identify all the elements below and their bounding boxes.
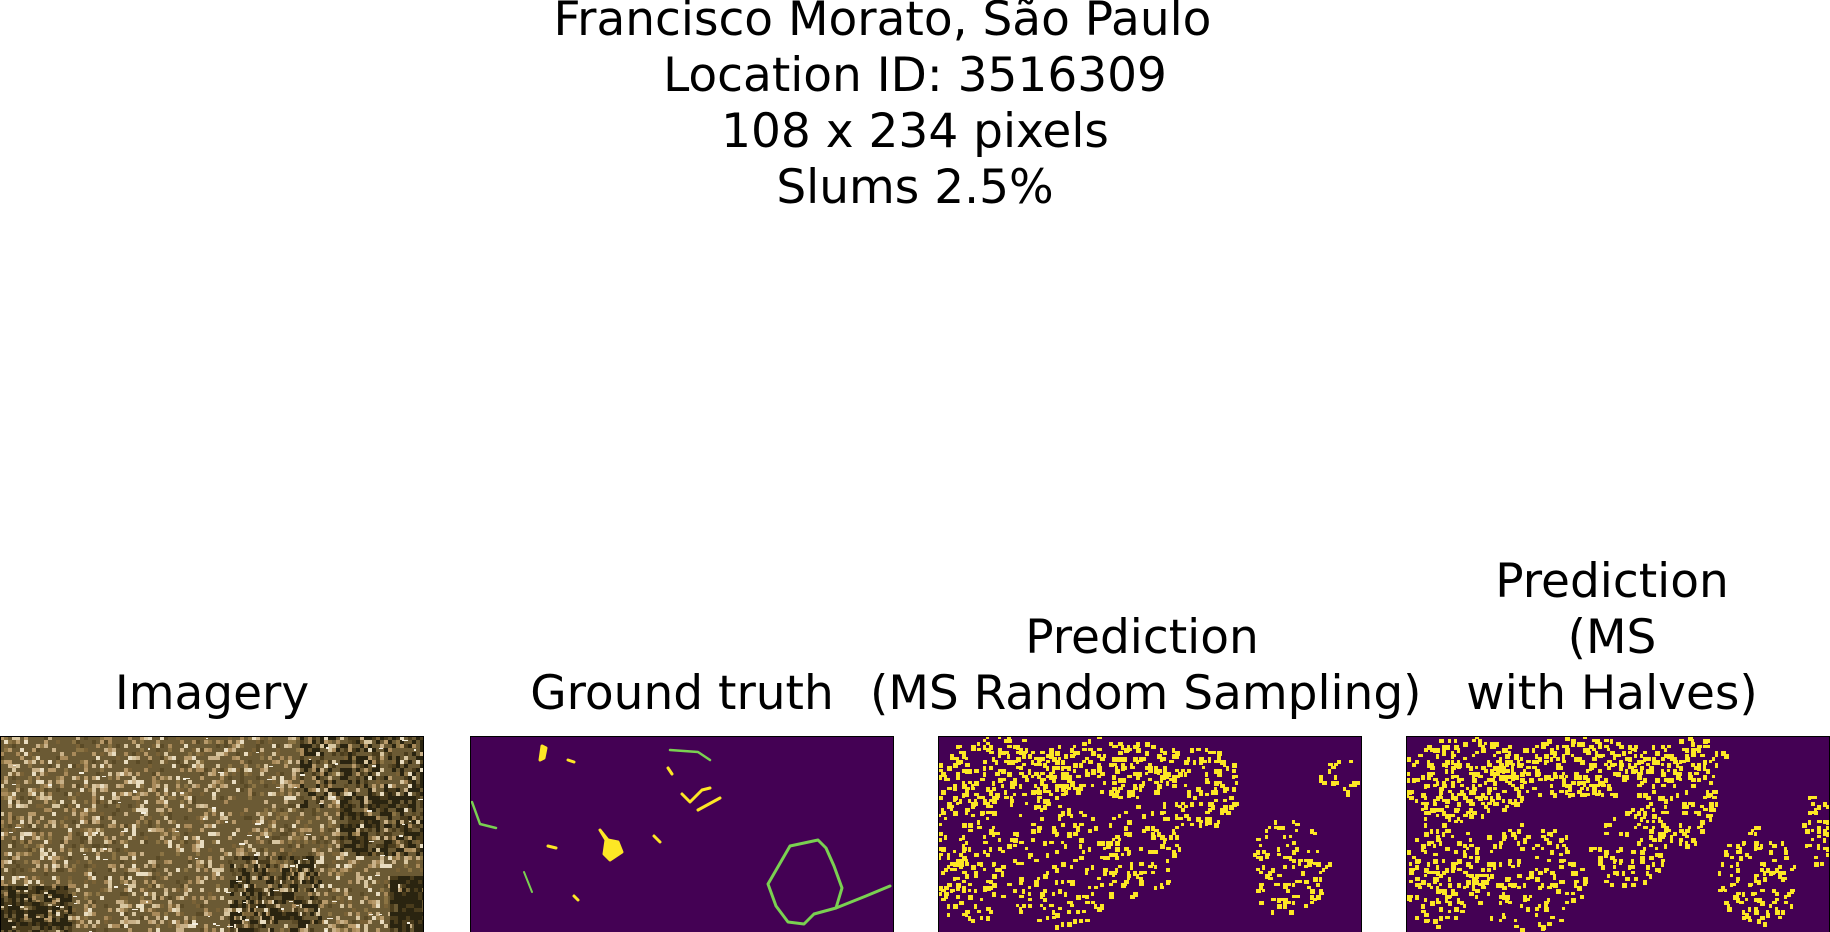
figure-title-size: 108 x 234 pixels [721,104,1109,159]
figure-title-slums-share: Slums 2.5% [776,160,1054,215]
panel-title-prediction-random-line2: (MS Random Sampling) [870,666,1422,721]
panel-title-prediction-halves: Prediction (MS with Halves) [1400,554,1824,722]
ground-truth-mask-image [470,736,894,932]
panel-title-prediction-random: Prediction (MS Random Sampling) [870,610,1422,722]
figure-title: Francisco Morato, São Paulo Location ID:… [0,0,1830,216]
imagery-panel [0,736,424,932]
ground-truth-panel [470,736,894,932]
satellite-imagery-image [0,736,424,932]
panel-title-ground-truth: Ground truth [470,666,894,722]
prediction-halves-panel [1406,736,1830,932]
prediction-random-panel [938,736,1362,932]
panel-title-prediction-halves-line2: (MS [1567,610,1657,665]
panel-title-prediction-halves-line3: with Halves) [1466,666,1758,721]
figure-title-location: Francisco Morato, São Paulo [553,0,1212,47]
figure-title-location-id: Location ID: 3516309 [663,48,1167,103]
prediction-halves-mask-image [1406,736,1830,932]
panel-title-prediction-halves-line1: Prediction [1495,554,1729,609]
panel-title-ground-truth-line: Ground truth [530,666,834,721]
panel-title-imagery: Imagery [0,666,424,722]
prediction-random-sampling-mask-image [938,736,1362,932]
panel-title-imagery-line: Imagery [114,666,310,721]
panel-title-prediction-random-line1: Prediction [1025,610,1259,665]
